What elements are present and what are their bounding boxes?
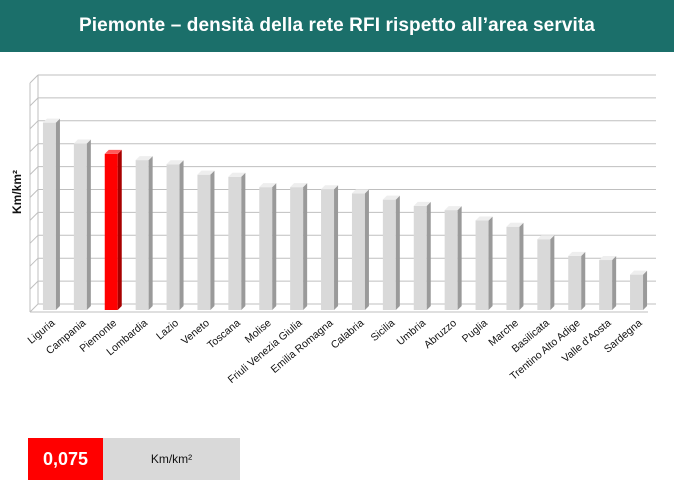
gridline-depth [29,303,39,313]
bar [290,187,304,310]
bar-top [568,251,586,256]
bar-side [612,256,617,310]
bar-top [599,256,617,261]
bar-side [272,183,277,310]
bar-side [55,118,60,311]
bar-top [166,160,184,165]
bar [568,255,582,310]
bar [166,164,180,310]
category-label: Calabria [329,317,367,351]
bar-side [395,195,400,310]
bar [599,260,613,310]
legend-value: 0,075 [28,438,103,480]
y-axis-label: Km/km² [10,170,24,214]
bar-top [42,118,60,123]
gridline-depth [29,74,39,84]
bar [537,239,551,310]
bar-side [519,222,524,310]
bar-top [382,195,400,200]
bar [197,174,211,310]
bar [413,205,427,310]
bar [135,160,149,310]
bar-side [179,160,184,310]
bar [321,189,335,310]
category-label: Lazio [154,317,181,342]
chart-title: Piemonte – densità della rete RFI rispet… [79,15,595,36]
gridline-depth [29,280,39,290]
bar [259,187,273,310]
category-label: Puglia [460,317,490,345]
bar-top [228,172,246,177]
bar-top [351,189,369,194]
bar-top [537,235,555,240]
bar-top [506,222,524,227]
bar-side [550,235,555,310]
bar [475,220,489,310]
bar-side [457,206,462,310]
gridline-depth [29,189,39,198]
bar-side [488,216,493,310]
bar-side [210,170,215,310]
bar-side [643,270,648,310]
bar-top [135,156,153,161]
bar-side [364,189,369,310]
gridline-depth [29,143,39,153]
bar-top [321,185,339,190]
legend-unit: Km/km² [103,438,240,480]
bar-top [290,183,308,188]
bar-side [117,149,122,310]
gridline-depth [29,234,39,244]
category-label: Sicilia [369,317,398,344]
bar-top [259,183,277,188]
bar [506,226,520,310]
bar-top [104,149,122,154]
title-bar: Piemonte – densità della rete RFI rispet… [0,0,674,52]
bar [630,274,644,310]
gridline-depth [29,212,39,221]
bar-side [148,156,153,310]
bar-side [86,139,91,310]
bar [351,193,365,310]
gridline-depth [29,257,39,267]
bar [42,122,56,311]
category-label: Abruzzo [422,317,459,351]
bar-side [303,183,308,310]
bar-top [630,270,648,275]
gridline-depth [29,120,39,130]
bar [73,143,87,310]
bar [228,176,242,310]
bar-side [334,185,339,310]
bar-top [413,201,431,206]
legend-box: 0,075 Km/km² [28,438,240,480]
bar [104,153,118,310]
bar-top [197,170,215,175]
bar-side [581,251,586,310]
gridline-depth [29,166,39,175]
category-label: Toscana [205,317,243,351]
bar-top [73,139,91,144]
bar-side [426,201,431,310]
bar-top [444,206,462,211]
bar-side [241,172,246,310]
bar [444,210,458,310]
gridline-depth [29,97,39,107]
bar-top [475,216,493,221]
bar [382,199,396,310]
